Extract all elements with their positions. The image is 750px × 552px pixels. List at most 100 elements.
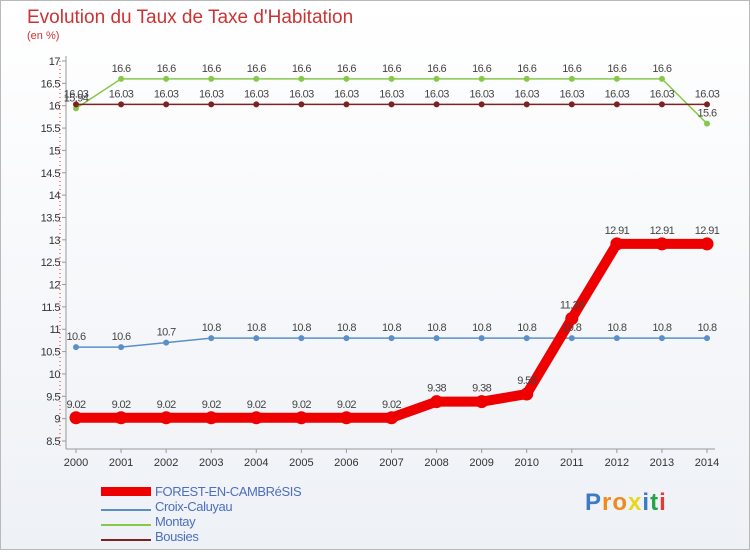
data-label-croix-caluyau: 10.8	[202, 322, 221, 334]
logo-letter: P	[585, 489, 603, 516]
data-label-montay: 16.6	[562, 63, 581, 75]
data-point-croix-caluyau	[253, 335, 260, 342]
proxiti-logo: Proxiti	[585, 489, 667, 517]
data-label-forest-en-cambr-sis: 9.02	[112, 399, 131, 411]
data-point-forest-en-cambr-sis	[385, 411, 398, 425]
data-label-forest-en-cambr-sis: 9.38	[472, 383, 491, 395]
y-tick-label: 8.5	[46, 436, 60, 448]
data-point-bousies	[73, 101, 79, 108]
data-label-forest-en-cambr-sis: 9.38	[427, 383, 446, 395]
data-label-bousies: 16.03	[469, 88, 494, 100]
data-point-forest-en-cambr-sis	[204, 411, 218, 425]
data-label-forest-en-cambr-sis: 12.91	[695, 225, 720, 237]
logo-letter: o	[612, 489, 629, 516]
y-tick-label: 12	[49, 280, 61, 292]
data-point-montay	[613, 75, 620, 82]
data-point-croix-caluyau	[658, 335, 665, 342]
x-tick-label: 2008	[424, 457, 448, 469]
data-point-croix-caluyau	[118, 344, 125, 351]
data-label-montay: 16.6	[607, 63, 626, 75]
logo-letter: x	[628, 489, 643, 516]
data-point-croix-caluyau	[73, 344, 79, 351]
data-label-croix-caluyau: 10.8	[517, 322, 536, 334]
data-point-croix-caluyau	[433, 335, 440, 342]
data-label-bousies: 16.03	[424, 88, 449, 100]
data-label-croix-caluyau: 10.8	[337, 322, 356, 334]
data-label-forest-en-cambr-sis: 9.02	[382, 399, 401, 411]
data-label-croix-caluyau: 10.8	[292, 322, 311, 334]
data-point-forest-en-cambr-sis	[565, 312, 579, 326]
chart-title: Evolution du Taux de Taxe d'Habitation	[27, 7, 354, 28]
data-label-bousies: 16.03	[650, 88, 675, 100]
data-point-bousies	[704, 101, 710, 108]
y-tick-label: 10	[49, 369, 61, 381]
data-label-bousies: 16.03	[334, 88, 359, 100]
y-tick-label: 12.5	[41, 257, 61, 269]
data-point-montay	[118, 75, 125, 82]
y-tick-label: 9	[54, 414, 60, 426]
data-label-bousies: 16.03	[64, 88, 89, 100]
data-label-croix-caluyau: 10.6	[112, 331, 131, 343]
data-label-bousies: 16.03	[514, 88, 539, 100]
data-label-croix-caluyau: 10.8	[652, 322, 671, 334]
data-label-croix-caluyau: 10.7	[157, 327, 176, 339]
data-point-forest-en-cambr-sis	[655, 237, 669, 251]
legend-swatch-montay	[101, 524, 151, 526]
y-tick-label: 11	[50, 324, 61, 336]
data-point-montay	[478, 75, 485, 82]
data-label-croix-caluyau: 10.8	[697, 322, 716, 334]
data-point-bousies	[388, 101, 395, 108]
data-point-croix-caluyau	[478, 335, 485, 342]
data-label-bousies: 16.03	[379, 88, 404, 100]
data-point-montay	[388, 75, 395, 82]
data-point-bousies	[478, 101, 485, 108]
y-tick-label: 16.5	[41, 78, 61, 90]
data-labels-layer: 15.94 16.6 16.6 16.6 16.6 16.6 16.6 16.6 16.6 16.…	[64, 63, 721, 411]
data-label-forest-en-cambr-sis: 12.91	[650, 225, 675, 237]
axes: 8.599.51010.51111.51212.51313.51414.5151…	[41, 56, 719, 469]
data-label-croix-caluyau: 10.8	[562, 322, 581, 334]
data-point-bousies	[208, 101, 215, 108]
data-point-forest-en-cambr-sis	[69, 411, 83, 425]
data-label-montay: 16.6	[427, 63, 446, 75]
y-tick-label: 11.5	[41, 302, 60, 314]
data-label-forest-en-cambr-sis: 9.02	[202, 399, 221, 411]
data-label-croix-caluyau: 10.6	[66, 331, 85, 343]
data-point-montay	[208, 75, 215, 82]
data-point-bousies	[523, 101, 530, 108]
y-tick-label: 16	[49, 101, 61, 113]
data-label-bousies: 16.03	[289, 88, 314, 100]
data-label-forest-en-cambr-sis: 11.24	[560, 300, 584, 312]
x-tick-label: 2003	[199, 457, 223, 469]
data-label-forest-en-cambr-sis: 9.55	[517, 375, 536, 387]
x-tick-label: 2006	[334, 457, 358, 469]
data-point-forest-en-cambr-sis	[159, 411, 173, 425]
data-point-croix-caluyau	[298, 335, 305, 342]
data-label-montay: 15.94	[64, 92, 89, 104]
data-label-montay: 16.6	[382, 63, 401, 75]
data-label-forest-en-cambr-sis: 9.02	[292, 399, 311, 411]
legend-label-montay: Montay	[155, 514, 196, 529]
data-point-bousies	[568, 101, 575, 108]
data-label-montay: 16.6	[247, 63, 266, 75]
data-point-croix-caluyau	[343, 335, 350, 342]
data-point-croix-caluyau	[388, 335, 395, 342]
legend-swatch-croix-caluyau	[101, 509, 151, 511]
y-tick-label: 14	[49, 190, 61, 202]
data-point-montay	[568, 75, 575, 82]
data-label-bousies: 16.03	[199, 88, 224, 100]
data-label-montay: 16.6	[652, 63, 671, 75]
data-label-forest-en-cambr-sis: 9.02	[247, 399, 266, 411]
data-point-forest-en-cambr-sis	[339, 411, 353, 425]
data-point-forest-en-cambr-sis	[294, 411, 308, 425]
x-tick-label: 2007	[379, 457, 403, 469]
data-point-croix-caluyau	[704, 335, 710, 342]
series-line-montay	[75, 78, 708, 125]
data-label-forest-en-cambr-sis: 9.02	[337, 399, 356, 411]
data-point-forest-en-cambr-sis	[520, 387, 534, 401]
y-tick-label: 10.5	[41, 347, 61, 359]
x-tick-label: 2009	[469, 457, 493, 469]
data-point-bousies	[253, 101, 260, 108]
x-tick-label: 2001	[109, 457, 133, 469]
data-point-croix-caluyau	[163, 339, 170, 346]
